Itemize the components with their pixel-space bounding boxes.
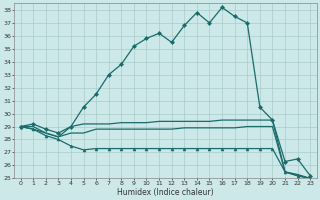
X-axis label: Humidex (Indice chaleur): Humidex (Indice chaleur)	[117, 188, 214, 197]
